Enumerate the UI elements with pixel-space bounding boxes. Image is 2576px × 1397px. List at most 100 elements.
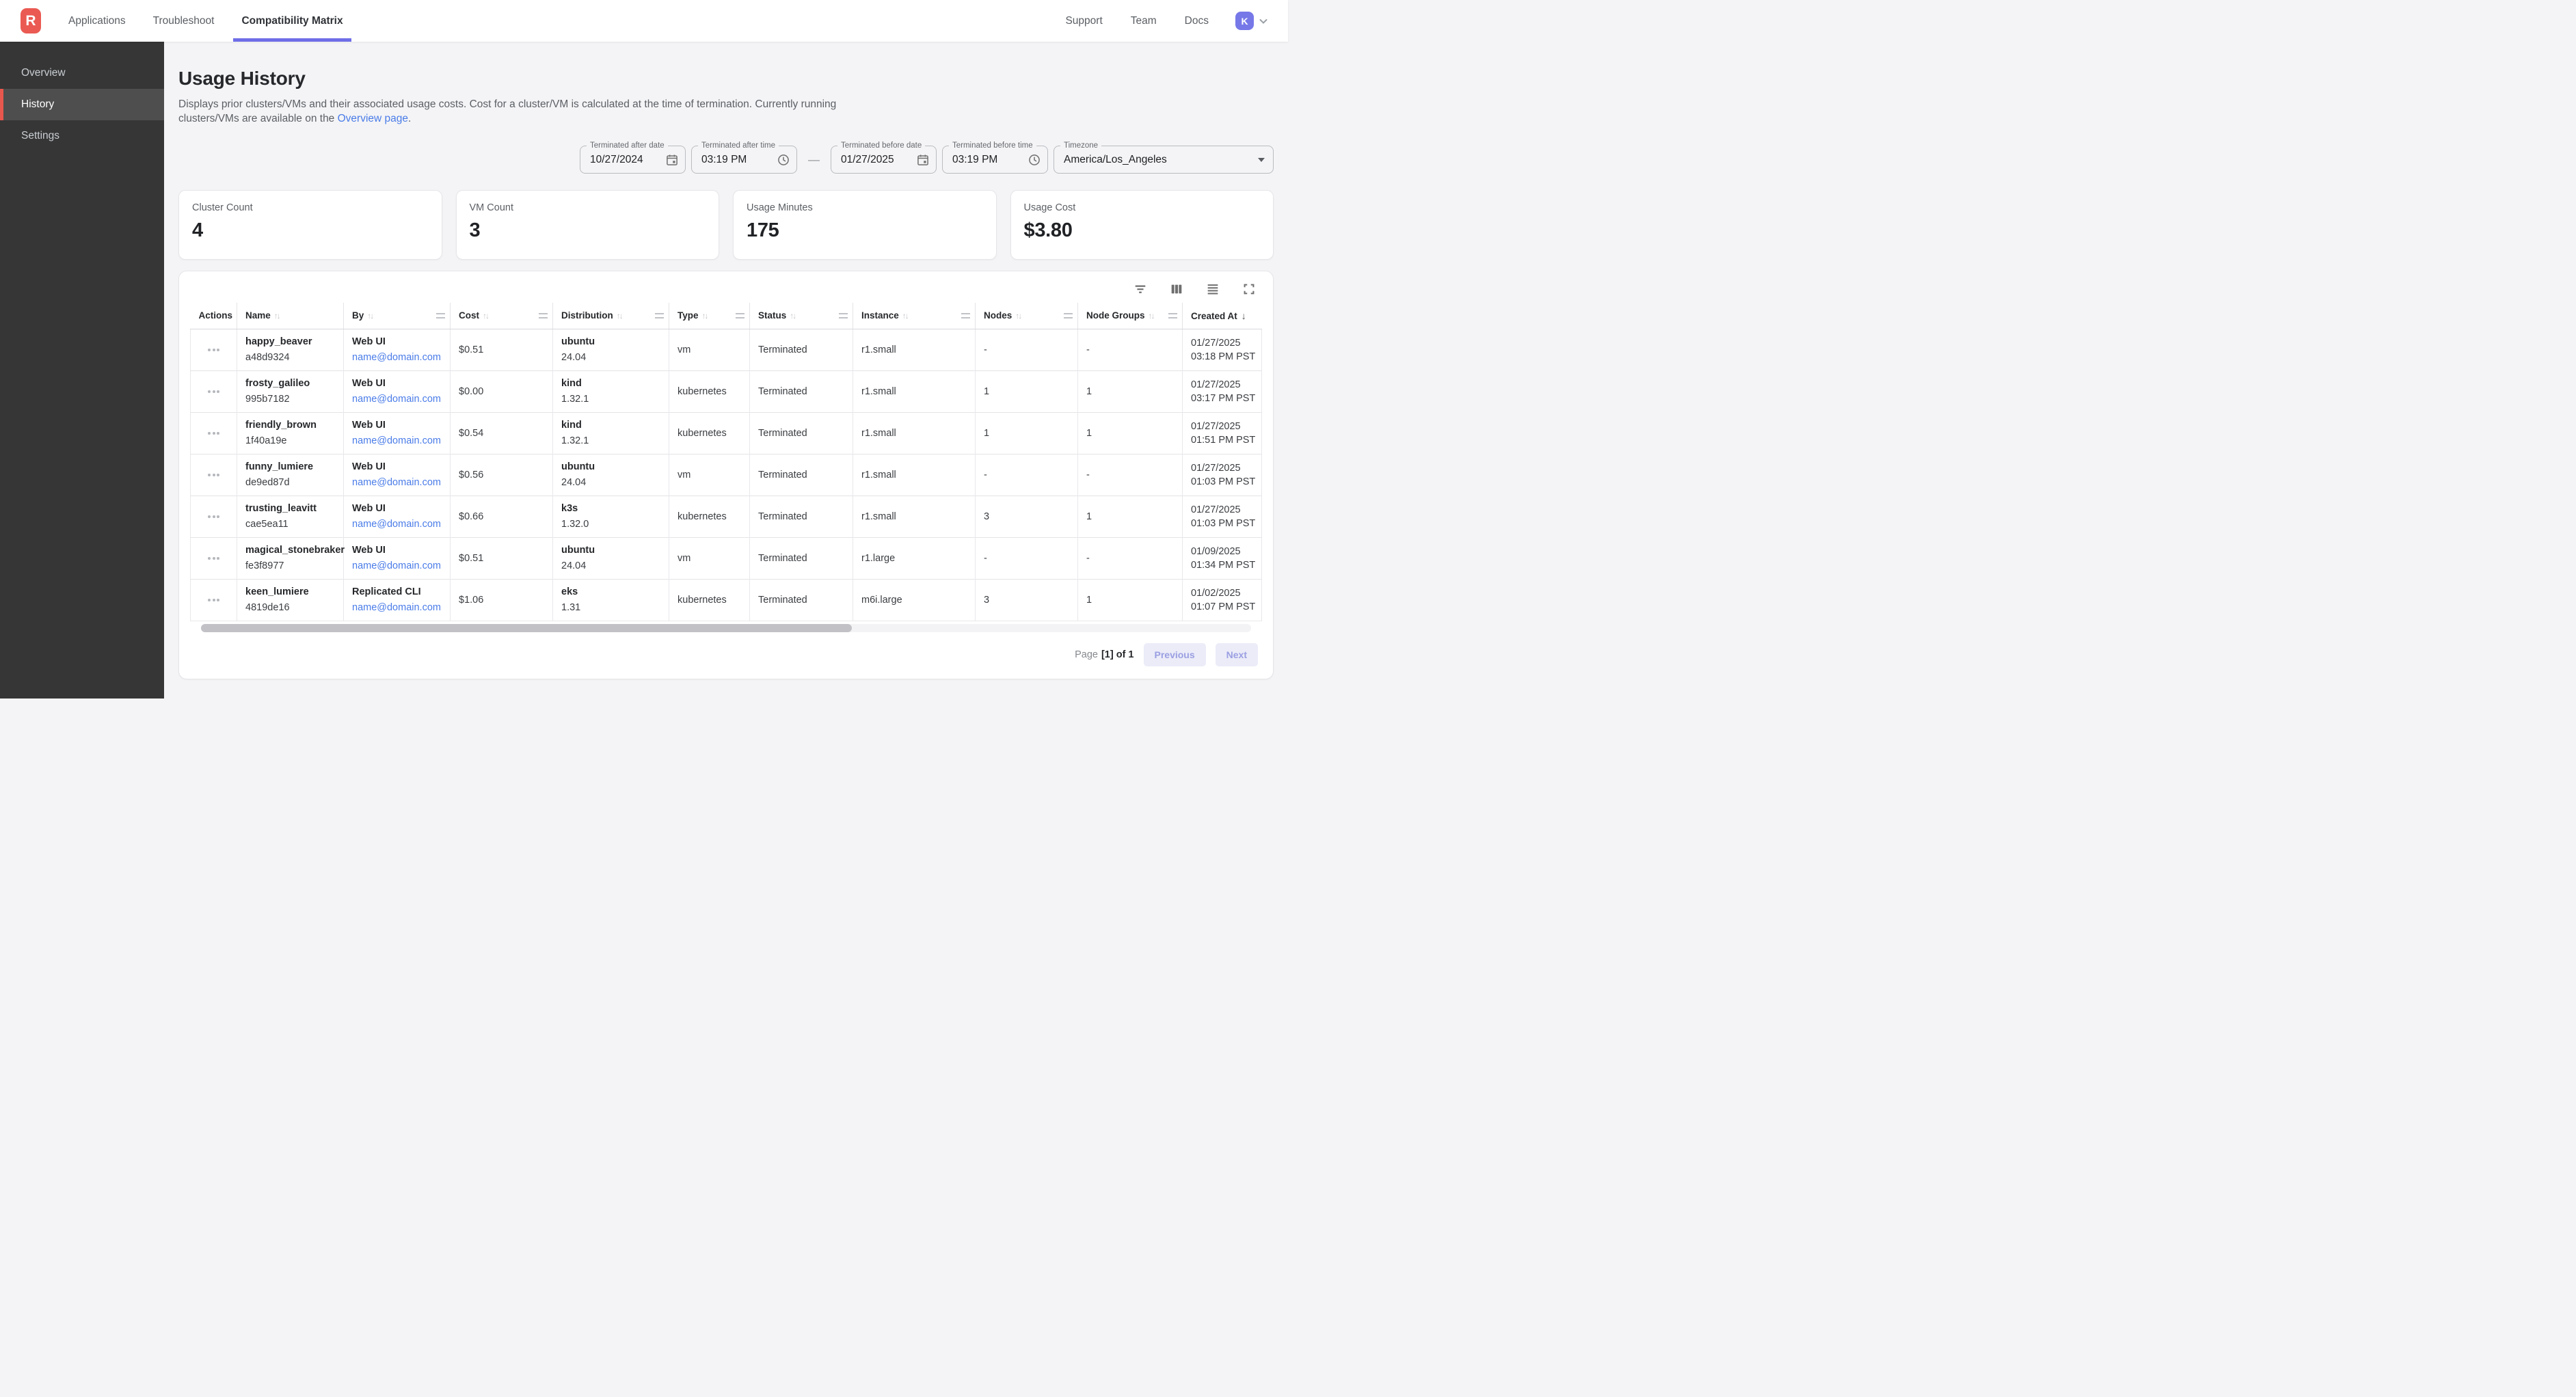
replicated-logo[interactable]: R (21, 8, 41, 33)
fullscreen-icon[interactable] (1242, 282, 1257, 297)
cell-instance: r1.small (853, 328, 976, 370)
creator-email-link[interactable]: name@domain.com (352, 435, 441, 446)
column-resize-handle-icon[interactable] (1168, 312, 1177, 318)
column-resize-handle-icon[interactable] (539, 312, 548, 318)
column-header-type[interactable]: Type ↑↓ (669, 303, 750, 329)
column-resize-handle-icon[interactable] (961, 312, 970, 318)
sort-icon: ↑↓ (790, 311, 796, 321)
table-row: keen_lumiere 4819de16 Replicated CLI name@… (190, 578, 1262, 621)
column-header-nodes[interactable]: Nodes ↑↓ (975, 303, 1078, 329)
cell-node-groups: 1 (1077, 578, 1183, 621)
nav-item-applications[interactable]: Applications (68, 14, 126, 27)
clock-icon[interactable] (777, 153, 790, 167)
account-menu[interactable]: K (1235, 12, 1269, 30)
calendar-icon[interactable] (916, 153, 930, 167)
nav-item-docs[interactable]: Docs (1184, 14, 1209, 27)
overview-page-link[interactable]: Overview page (337, 113, 409, 124)
column-header-by[interactable]: By ↑↓ (343, 303, 451, 329)
terminated-before-time-label: Terminated before time (949, 141, 1036, 150)
nav-item-support[interactable]: Support (1065, 14, 1103, 27)
creator-email-link[interactable]: name@domain.com (352, 560, 441, 571)
stat-value: $3.80 (1023, 219, 1073, 241)
sidebar-item-settings[interactable]: Settings (21, 130, 60, 141)
cell-by: Web UI name@domain.com (343, 370, 451, 412)
terminated-before-time-field[interactable]: Terminated before time 03:19 PM (942, 141, 1048, 174)
timezone-select[interactable]: Timezone America/Los_Angeles (1054, 141, 1274, 174)
cell-status: Terminated (749, 370, 853, 412)
cell-actions (190, 370, 237, 412)
creator-email-link[interactable]: name@domain.com (352, 602, 441, 613)
row-actions-button[interactable] (199, 556, 232, 560)
terminated-before-date-field[interactable]: Terminated before date 01/27/2025 (831, 141, 937, 174)
stat-card-usage-cost: Usage Cost $3.80 (1010, 190, 1274, 260)
creator-email-link[interactable]: name@domain.com (352, 519, 441, 530)
terminated-after-date-field[interactable]: Terminated after date 10/27/2024 (580, 141, 686, 174)
cell-name: keen_lumiere 4819de16 (237, 578, 344, 621)
creator-email-link[interactable]: name@domain.com (352, 352, 441, 363)
date-range-separator: — (808, 152, 820, 166)
cell-distribution: kind 1.32.1 (552, 370, 669, 412)
cell-name: happy_beaver a48d9324 (237, 328, 344, 370)
column-resize-handle-icon[interactable] (839, 312, 848, 318)
next-page-button[interactable]: Next (1215, 642, 1258, 666)
sort-icon: ↑↓ (483, 311, 489, 321)
sidebar-item-overview[interactable]: Overview (21, 67, 66, 79)
column-header-instance[interactable]: Instance ↑↓ (853, 303, 976, 329)
cell-node-groups: - (1077, 453, 1183, 496)
terminated-after-time-field[interactable]: Terminated after time 03:19 PM (691, 141, 797, 174)
column-header-status[interactable]: Status ↑↓ (749, 303, 853, 329)
row-actions-button[interactable] (199, 348, 232, 351)
primary-nav: Applications Troubleshoot Compatibility … (68, 0, 351, 42)
sidebar-item-history[interactable]: History (0, 89, 164, 120)
terminated-after-date-label: Terminated after date (587, 141, 668, 150)
cell-node-groups: 1 (1077, 495, 1183, 537)
table-row: magical_stonebraker fe3f8977 Web UI name@d… (190, 537, 1262, 579)
sort-icon: ↑↓ (367, 311, 374, 321)
cell-name: funny_lumiere de9ed87d (237, 453, 344, 496)
density-icon[interactable] (1205, 282, 1220, 297)
terminated-before-date-label: Terminated before date (837, 141, 926, 150)
column-resize-handle-icon[interactable] (736, 312, 744, 318)
cell-nodes: 1 (975, 411, 1078, 454)
cell-actions (190, 578, 237, 621)
cell-cost: $0.00 (450, 370, 553, 412)
cell-created-at: 01/27/2025 01:51 PM PST (1182, 411, 1262, 454)
row-actions-button[interactable] (199, 515, 232, 518)
column-header-distribution[interactable]: Distribution ↑↓ (552, 303, 669, 329)
row-actions-button[interactable] (199, 598, 232, 601)
sort-icon: ↑↓ (701, 311, 709, 321)
column-header-node-groups[interactable]: Node Groups ↑↓ (1077, 303, 1183, 329)
horizontal-scrollbar[interactable] (201, 623, 1251, 632)
terminated-before-time-value: 03:19 PM (952, 153, 998, 165)
column-header-created-at[interactable]: Created At ↓ (1182, 303, 1262, 329)
nav-item-troubleshoot[interactable]: Troubleshoot (152, 14, 215, 27)
creator-email-link[interactable]: name@domain.com (352, 394, 441, 405)
row-actions-button[interactable] (199, 473, 232, 476)
previous-page-button[interactable]: Previous (1143, 642, 1206, 666)
avatar[interactable]: K (1235, 12, 1254, 30)
nav-item-team[interactable]: Team (1130, 14, 1157, 27)
column-resize-handle-icon[interactable] (436, 312, 445, 318)
sort-icon: ↑↓ (1148, 311, 1155, 321)
column-header-cost[interactable]: Cost ↑↓ (450, 303, 553, 329)
column-header-name[interactable]: Name ↑↓ (237, 303, 344, 329)
row-actions-button[interactable] (199, 431, 232, 435)
cell-name: frosty_galileo 995b7182 (237, 370, 344, 412)
table-row: trusting_leavitt cae5ea11 Web UI name@doma… (190, 495, 1262, 537)
scrollbar-thumb[interactable] (201, 623, 853, 632)
nav-item-compatibility-matrix[interactable]: Compatibility Matrix (233, 0, 351, 42)
sort-icon: ↑↓ (616, 311, 623, 321)
clock-icon[interactable] (1028, 153, 1041, 167)
cell-status: Terminated (749, 578, 853, 621)
row-actions-button[interactable] (199, 390, 232, 393)
creator-email-link[interactable]: name@domain.com (352, 477, 441, 488)
calendar-icon[interactable] (665, 153, 679, 167)
stat-value: 175 (747, 219, 779, 241)
column-resize-handle-icon[interactable] (655, 312, 664, 318)
cell-cost: $0.51 (450, 328, 553, 370)
column-resize-handle-icon[interactable] (1064, 312, 1073, 318)
cell-type: vm (669, 453, 750, 496)
filter-icon[interactable] (1133, 282, 1148, 297)
usage-history-table: Actions Name ↑↓ By ↑↓ Cost ↑↓ Distribution ↑… (190, 303, 1262, 621)
columns-icon[interactable] (1169, 282, 1184, 297)
